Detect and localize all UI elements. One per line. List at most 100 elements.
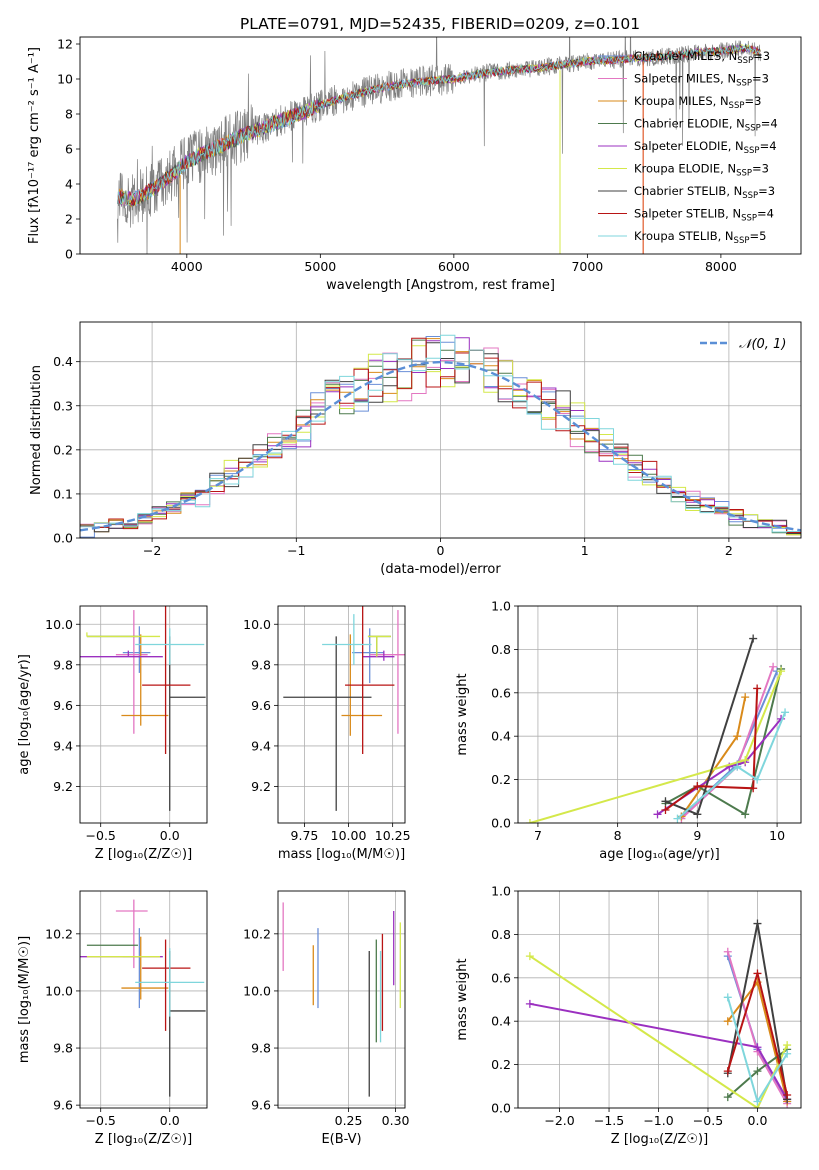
x-axis-label: Z [log₁₀(Z/Z☉)]: [95, 1132, 192, 1147]
y-tick-label: 12: [57, 37, 73, 52]
age-vs-metallicity-panel: −0.5 0.0 9.2 9.4 9.6 9.8 10.0 Z [log₁₀(Z/Z☉)] ag…: [17, 605, 208, 862]
x-axis-label: Z [log₁₀(Z/Z☉)]: [95, 847, 192, 862]
x-tick-label: −0.5: [693, 1113, 723, 1128]
legend-subscript: SSP: [736, 169, 752, 179]
y-tick-label: 9.8: [251, 1041, 271, 1056]
y-tick-label: 0.2: [53, 442, 73, 457]
plot-area: [80, 899, 206, 1097]
y-tick-label: 8: [65, 107, 73, 122]
y-tick-label: 1.0: [491, 884, 511, 899]
legend-subscript: SSP: [736, 79, 752, 89]
legend-value: =3: [753, 49, 770, 63]
weight-marker-3: [741, 693, 750, 702]
weight-marker-6: [783, 1041, 792, 1050]
y-tick-label: 9.8: [53, 657, 73, 672]
y-tick-label: 0.4: [491, 729, 511, 744]
y-axis-label: age [log₁₀(age/yr)]: [17, 654, 32, 775]
legend-subscript: SSP: [737, 56, 753, 66]
tick-layer: 9.75 10.00 10.25 9.2 9.4 9.6 9.8 10.0: [243, 617, 410, 843]
y-tick-label: 9.6: [53, 698, 73, 713]
x-tick-label: 9.75: [291, 828, 319, 843]
x-tick-label: 7: [534, 828, 542, 843]
legend-value: =4: [761, 117, 778, 131]
weight-line-6: [529, 955, 789, 1108]
plot-area: [283, 606, 405, 811]
weight-marker-9: [781, 708, 790, 717]
y-tick-label: 9.2: [53, 779, 73, 794]
y-tick-label: 10.0: [243, 983, 271, 998]
weight-marker-3: [723, 1017, 732, 1026]
y-tick-label: 10: [57, 72, 73, 87]
x-tick-label: 0: [437, 543, 445, 558]
weight-marker-9: [673, 814, 682, 823]
y-axis-label: mass weight: [455, 673, 470, 755]
y-tick-label: 10.0: [45, 983, 73, 998]
y-tick-label: 0.8: [491, 642, 511, 657]
legend-label-1: Chabrier MILES, NSSP=3: [634, 49, 770, 66]
x-tick-label: 8000: [705, 259, 737, 274]
y-tick-label: 0.0: [491, 1101, 511, 1116]
gaussian-curve: [80, 360, 801, 532]
weight-marker-9: [753, 1097, 762, 1106]
y-tick-label: 0.0: [53, 531, 73, 546]
weight-line-8: [664, 688, 759, 811]
x-axis-label: E(B-V): [321, 1132, 361, 1147]
x-tick-label: 0.0: [160, 828, 180, 843]
legend-value: =4: [757, 207, 774, 221]
weight-marker-7: [693, 810, 702, 819]
grid-layer: [278, 606, 405, 823]
x-tick-label: 2: [725, 543, 733, 558]
x-tick-label: 8: [614, 828, 622, 843]
y-axis-label: Flux [fλ10⁻¹⁷ erg cm⁻² s⁻¹ A⁻¹]: [27, 47, 42, 244]
weight-marker-7: [749, 634, 758, 643]
legend-value: =3: [752, 162, 769, 176]
weight-marker-4: [741, 810, 750, 819]
y-tick-label: 0.4: [53, 354, 73, 369]
weight-marker-5: [753, 1043, 762, 1052]
x-axis-label: mass [log₁₀(M/M☉)]: [278, 847, 405, 862]
legend-label-9: Kroupa STELIB, NSSP=5: [634, 229, 766, 246]
plot-area: [525, 919, 792, 1108]
tick-layer: −0.5 0.0 9.6 9.8 10.0 10.2: [45, 926, 180, 1128]
weight-marker-5: [525, 999, 534, 1008]
y-tick-label: 6: [65, 142, 73, 157]
y-tick-label: 9.6: [53, 1098, 73, 1113]
grid-layer: [278, 891, 405, 1108]
x-tick-label: 0.25: [335, 1113, 363, 1128]
legend-label-4: Chabrier ELODIE, NSSP=4: [634, 117, 778, 134]
weight-marker-4: [723, 1093, 732, 1102]
x-tick-label: 7000: [571, 259, 603, 274]
plot-area: [80, 606, 206, 811]
y-axis-label: Normed distribution: [29, 365, 44, 495]
y-tick-label: 10.2: [243, 926, 271, 941]
y-tick-label: 0.2: [491, 1057, 511, 1072]
x-tick-label: −1.0: [643, 1113, 673, 1128]
x-tick-label: 9: [693, 828, 701, 843]
residuals-panel: −2 −1 0 1 2 0.0 0.1 0.2 0.3 0.4 (data-model)/error…: [29, 321, 802, 577]
y-tick-label: 0: [65, 247, 73, 262]
legend-subscript: SSP: [729, 101, 745, 111]
y-tick-label: 0.4: [491, 1014, 511, 1029]
mass-vs-ebv-panel: 0.25 0.30 9.6 9.8 10.0 10.2 E(B-V): [243, 890, 410, 1147]
y-tick-label: 9.6: [251, 1098, 271, 1113]
weight-marker-8: [749, 784, 758, 793]
spectrum-panel: 4000 5000 6000 7000 8000 0 2 4 6 8 10 12 wavelength …: [27, 37, 802, 293]
legend-value: =5: [749, 229, 766, 243]
y-tick-label: 0.3: [53, 398, 73, 413]
x-tick-label: 6000: [438, 259, 470, 274]
legend-subscript: SSP: [742, 191, 758, 201]
x-tick-label: −2.0: [544, 1113, 574, 1128]
massweight-vs-age-panel: 7 8 9 10 0.0 0.2 0.4 0.6 0.8 1.0 age [log₁₀(age/yr…: [455, 599, 802, 862]
x-axis-label: wavelength [Angstrom, rest frame]: [326, 278, 555, 293]
plot-area: [525, 634, 790, 823]
weight-marker-7: [753, 919, 762, 928]
legend-value: =3: [758, 184, 775, 198]
y-tick-label: 4: [65, 177, 73, 192]
weight-marker-9: [783, 1049, 792, 1058]
weight-marker-9: [753, 775, 762, 784]
y-tick-label: 9.8: [53, 1041, 73, 1056]
weight-marker-9: [733, 762, 742, 771]
model-line-8: [117, 45, 761, 206]
y-axis-label: mass weight: [455, 958, 470, 1040]
